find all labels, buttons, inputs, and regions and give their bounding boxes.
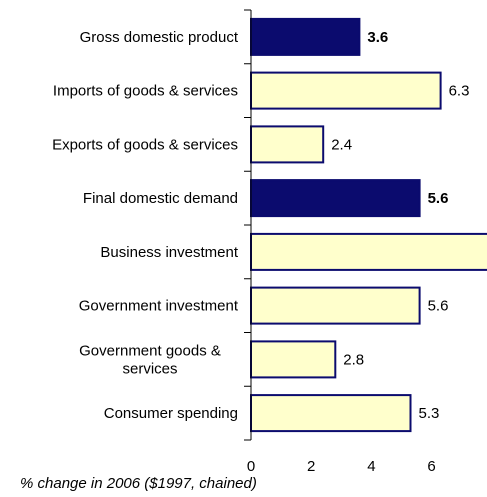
data-label: 5.6 bbox=[428, 298, 449, 315]
category-label: Imports of goods & services bbox=[53, 83, 238, 100]
category-label: Final domestic demand bbox=[83, 190, 238, 207]
category-label: Government goods & bbox=[79, 342, 221, 359]
bar bbox=[250, 179, 421, 218]
data-label: 6.3 bbox=[449, 83, 470, 100]
data-label: 5.3 bbox=[419, 405, 440, 422]
bar bbox=[250, 17, 361, 56]
x-axis-title: % change in 2006 ($1997, chained) bbox=[20, 475, 257, 492]
x-tick-label: 6 bbox=[427, 458, 435, 475]
category-label: Consumer spending bbox=[104, 405, 238, 422]
category-label: Gross domestic product bbox=[80, 29, 239, 46]
category-label: Business investment bbox=[100, 244, 238, 261]
x-tick-label: 4 bbox=[367, 458, 375, 475]
bar bbox=[250, 232, 487, 271]
bar bbox=[250, 340, 337, 379]
data-label: 3.6 bbox=[367, 29, 388, 46]
data-label: 5.6 bbox=[428, 190, 449, 207]
data-label: 2.8 bbox=[343, 351, 364, 368]
category-label: services bbox=[122, 360, 177, 377]
category-label: Exports of goods & services bbox=[52, 136, 238, 153]
bar bbox=[250, 394, 412, 433]
bar bbox=[250, 286, 421, 325]
x-tick-label: 0 bbox=[247, 458, 255, 475]
bar bbox=[250, 125, 325, 164]
x-tick-label: 2 bbox=[307, 458, 315, 475]
category-label: Government investment bbox=[79, 298, 239, 315]
bar bbox=[250, 71, 442, 110]
data-label: 2.4 bbox=[331, 136, 352, 153]
